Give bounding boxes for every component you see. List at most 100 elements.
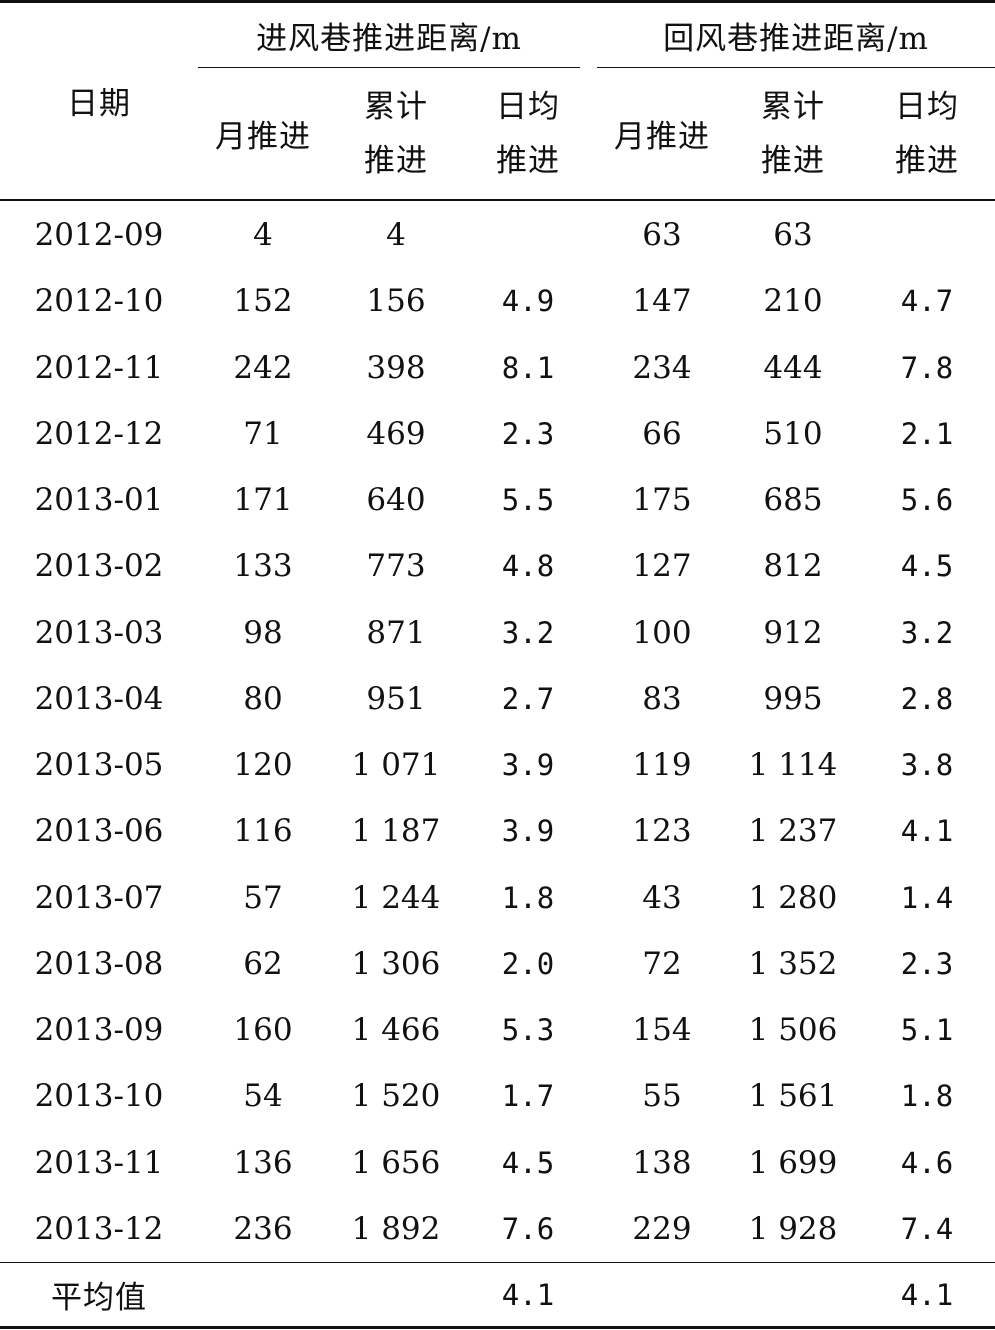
cell-return-daily: 4.7: [900, 284, 954, 319]
cell-return-cumulative: 685: [763, 482, 823, 519]
cell-intake-monthly: 57: [243, 879, 283, 916]
cell-return-daily: 1.4: [900, 880, 954, 915]
cell-intake-monthly: 242: [233, 349, 293, 386]
cell-return-monthly: 234: [632, 349, 692, 386]
cell-return-cumulative: 63: [773, 217, 813, 254]
header-intake-cumulative-line2: 推进: [364, 142, 428, 179]
cell-intake-cumulative: 469: [366, 415, 426, 452]
cell-intake-daily: 8.1: [501, 350, 555, 385]
cell-return-monthly: 127: [632, 548, 692, 585]
return-group-underline: [597, 67, 995, 68]
cell-date: 2013-08: [34, 945, 164, 982]
header-return-daily-line2: 推进: [895, 142, 959, 179]
cell-return-monthly: 83: [642, 680, 682, 717]
cell-return-monthly: 66: [642, 415, 682, 452]
cell-return-monthly: 63: [642, 217, 682, 254]
cell-intake-monthly: 71: [243, 415, 283, 452]
cell-intake-monthly: 98: [243, 614, 283, 651]
cell-return-cumulative: 1 352: [748, 945, 838, 982]
footer-top-rule: [0, 1262, 995, 1263]
cell-return-cumulative: 444: [763, 349, 823, 386]
cell-return-monthly: 55: [642, 1078, 682, 1115]
cell-date: 2013-05: [34, 747, 164, 784]
header-return-daily-line1: 日均: [895, 88, 959, 125]
cell-intake-daily: [462, 202, 594, 268]
cell-date: 2013-04: [34, 680, 164, 717]
header-return-monthly: 月推进: [614, 119, 710, 155]
header-return-daily: 日均 推进: [859, 68, 995, 199]
table-bottom-rule: [0, 1326, 995, 1329]
cell-intake-monthly: 133: [233, 548, 293, 585]
header-intake-cumulative-line1: 累计: [364, 88, 428, 125]
cell-return-monthly: 138: [632, 1144, 692, 1181]
header-intake-daily-line1: 日均: [496, 88, 560, 125]
header-return-group: 回风巷推进距离/m: [663, 20, 929, 57]
cell-intake-cumulative: 640: [366, 482, 426, 519]
cell-intake-cumulative: 773: [366, 548, 426, 585]
cell-date: 2012-12: [34, 415, 164, 452]
header-intake-cumulative: 累计 推进: [330, 68, 462, 199]
cell-date: 2012-11: [34, 349, 164, 386]
header-intake-daily-line2: 推进: [496, 142, 560, 179]
cell-intake-cumulative: 398: [366, 349, 426, 386]
cell-intake-monthly: 4: [253, 217, 273, 254]
cell-intake-monthly: 171: [233, 482, 293, 519]
cell-intake-cumulative: 1 306: [351, 945, 441, 982]
cell-return-monthly: 119: [632, 747, 692, 784]
cell-intake-monthly: 54: [243, 1078, 283, 1115]
cell-date: 2013-10: [34, 1078, 164, 1115]
cell-date: 2013-02: [34, 548, 164, 585]
header-intake-monthly: 月推进: [215, 119, 311, 155]
cell-return-daily: 5.1: [900, 1013, 954, 1048]
header-return-cumulative-line2: 推进: [761, 142, 825, 179]
intake-group-underline: [198, 67, 580, 68]
cell-intake-daily: 1.7: [501, 1079, 555, 1114]
cell-return-cumulative: 1 114: [748, 747, 838, 784]
cell-intake-monthly: 80: [243, 680, 283, 717]
cell-return-daily: 2.3: [900, 946, 954, 981]
cell-intake-daily: 2.3: [501, 416, 555, 451]
cell-return-monthly: 175: [632, 482, 692, 519]
cell-return-daily: 4.1: [900, 814, 954, 849]
cell-intake-monthly: 116: [233, 813, 293, 850]
cell-intake-monthly: 62: [243, 945, 283, 982]
header-intake-group: 进风巷推进距离/m: [256, 20, 522, 57]
cell-return-daily: 4.6: [900, 1145, 954, 1180]
cell-intake-daily: 2.0: [501, 946, 555, 981]
cell-date: 2013-12: [34, 1210, 164, 1247]
cell-return-cumulative: 1 561: [748, 1078, 838, 1115]
cell-date: 2012-10: [34, 283, 164, 320]
cell-return-daily: 1.8: [900, 1079, 954, 1114]
cell-return-cumulative: 1 928: [748, 1210, 838, 1247]
cell-date: 2013-09: [34, 1012, 164, 1049]
cell-return-daily: 2.1: [900, 416, 954, 451]
cell-return-daily: 3.8: [900, 748, 954, 783]
cell-intake-cumulative: 1 520: [351, 1078, 441, 1115]
footer-average-label: 平均值: [51, 1280, 147, 1316]
cell-intake-cumulative: 156: [366, 283, 426, 320]
cell-intake-cumulative: 4: [386, 217, 406, 254]
cell-intake-cumulative: 1 071: [351, 747, 441, 784]
cell-return-daily: 7.8: [900, 350, 954, 385]
header-intake-daily: 日均 推进: [462, 68, 594, 199]
cell-intake-monthly: 120: [233, 747, 293, 784]
cell-return-monthly: 72: [642, 945, 682, 982]
cell-return-cumulative: 912: [763, 614, 823, 651]
footer-return-daily-average: 4.1: [900, 1277, 954, 1312]
cell-return-monthly: 43: [642, 879, 682, 916]
cell-intake-monthly: 236: [233, 1210, 293, 1247]
header-date: 日期: [67, 85, 131, 122]
header-return-cumulative-line1: 累计: [761, 88, 825, 125]
cell-intake-daily: 4.5: [501, 1145, 555, 1180]
cell-return-cumulative: 1 506: [748, 1012, 838, 1049]
cell-return-monthly: 154: [632, 1012, 692, 1049]
cell-return-daily: 3.2: [900, 615, 954, 650]
cell-date: 2013-11: [34, 1144, 164, 1181]
cell-intake-cumulative: 951: [366, 680, 426, 717]
cell-return-cumulative: 995: [763, 680, 823, 717]
cell-return-monthly: 229: [632, 1210, 692, 1247]
cell-intake-monthly: 152: [233, 283, 293, 320]
cell-return-daily: 5.6: [900, 483, 954, 518]
cell-intake-monthly: 160: [233, 1012, 293, 1049]
cell-return-cumulative: 1 280: [748, 879, 838, 916]
